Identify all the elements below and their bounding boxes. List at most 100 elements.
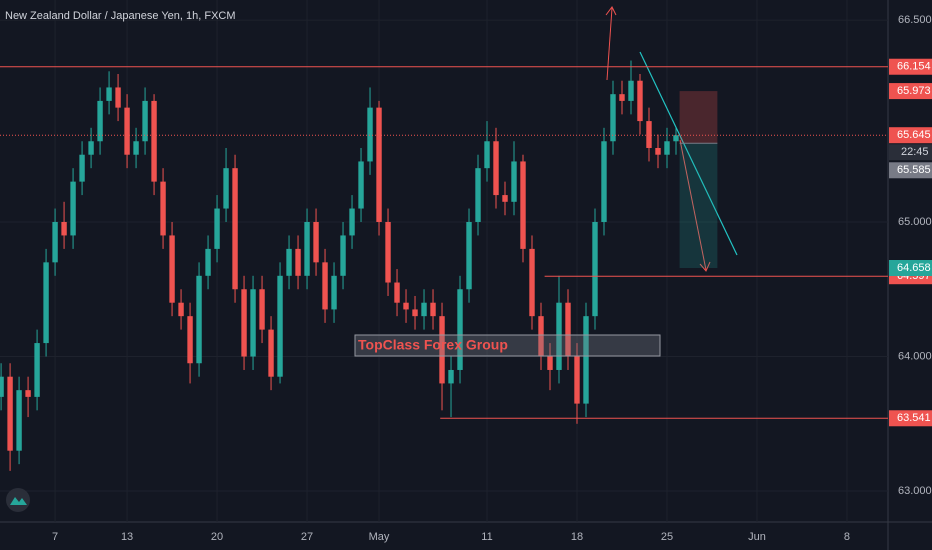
y-tick-label: 65.000 [898, 216, 932, 228]
candle-body [205, 248, 211, 276]
candle-body [628, 80, 634, 101]
annotation-box [354, 334, 661, 357]
candle-body [466, 221, 472, 290]
candle-body [196, 275, 202, 364]
candle-body [493, 141, 499, 196]
target-label: 64.658 [897, 262, 931, 274]
candle-body [169, 235, 175, 303]
candle-body [7, 376, 13, 451]
level-label-box [889, 127, 932, 144]
candle-body [529, 248, 535, 317]
candle-body [115, 87, 121, 108]
stop-label: 65.973 [897, 85, 931, 97]
candle-body [349, 208, 355, 236]
stop-zone [679, 91, 718, 144]
candle-body [286, 248, 292, 276]
candle-body [43, 262, 49, 344]
candle-body [322, 262, 328, 310]
arrow-down [679, 139, 707, 271]
candle-body [340, 235, 346, 276]
candle-body [259, 289, 265, 330]
candle-body [511, 161, 517, 202]
chart-title: New Zealand Dollar / Japanese Yen, 1h, F… [5, 10, 236, 22]
candle-body [70, 181, 76, 236]
annotation: TopClass Forex Group [358, 337, 508, 353]
candle-body [610, 94, 616, 142]
candle-body [583, 316, 589, 404]
candle-body [556, 302, 562, 370]
candle-body [484, 141, 490, 169]
arrow-down-head [699, 261, 711, 272]
y-tick-label: 64.000 [898, 350, 932, 362]
level-label-box [889, 410, 932, 427]
logo-icon [10, 497, 27, 505]
candle-body [457, 289, 463, 370]
level-label: 66.154 [897, 61, 931, 73]
x-tick-label: 13 [121, 531, 133, 543]
candle-body [646, 121, 652, 148]
candle-body [475, 168, 481, 222]
candle-body [16, 390, 22, 451]
candle-body [385, 221, 391, 283]
axis: 63.000 64.000 65.000 66.500 7 13 20 27 May 11 18 25… [52, 14, 932, 543]
candle-body [304, 221, 310, 276]
candle-body [268, 329, 274, 377]
entry-label-box [889, 162, 932, 179]
x-tick-label: 18 [571, 531, 583, 543]
countdown-box [889, 144, 932, 161]
countdown: 22:45 [901, 146, 929, 158]
candle-body [439, 316, 445, 384]
candle-body [592, 221, 598, 317]
candle-body [250, 289, 256, 357]
candle-body [664, 141, 670, 155]
candle-body [187, 316, 193, 364]
candle-body [367, 107, 373, 162]
arrow-up [606, 7, 613, 81]
candle-body [547, 356, 553, 370]
candle-body [160, 181, 166, 236]
candle-body [637, 80, 643, 122]
candle-body [178, 302, 184, 317]
candle-body [241, 289, 247, 357]
candle-body [34, 343, 40, 397]
candle-body [574, 356, 580, 404]
level-label: 63.541 [897, 412, 931, 424]
x-tick-label: 20 [211, 531, 223, 543]
candle-body [295, 248, 301, 276]
x-tick-label: May [369, 531, 390, 543]
candle-body [421, 302, 427, 317]
x-tick-label: 11 [481, 531, 492, 543]
candle-body [412, 309, 418, 317]
candle-body [520, 161, 526, 249]
candle-body [97, 100, 103, 142]
logo [6, 488, 30, 512]
overlay: TopClass Forex Group [0, 6, 888, 419]
candles [0, 60, 679, 471]
target-zone [679, 143, 718, 268]
candle-body [448, 369, 454, 384]
arrow-up-head [605, 6, 617, 16]
candle-body [655, 147, 661, 155]
x-tick-label: 25 [661, 531, 673, 543]
candle-body [619, 94, 625, 101]
x-tick-label: Jun [748, 531, 766, 543]
logo-circle [6, 488, 30, 512]
candle-body [214, 208, 220, 249]
candle-body [106, 87, 112, 101]
candle-body [133, 141, 139, 155]
candle-body [124, 107, 130, 155]
x-tick-label: 27 [301, 531, 313, 543]
candle-body [502, 195, 508, 202]
candle-body [601, 141, 607, 222]
trend-line [639, 51, 738, 256]
grid [0, 0, 888, 522]
x-tick-label: 7 [52, 531, 58, 543]
target-label-box [889, 259, 932, 276]
candle-body [376, 107, 382, 222]
candle-body [403, 302, 409, 310]
candle-body [430, 302, 436, 317]
candle-body [52, 221, 58, 263]
level-label: 65.645 [897, 129, 931, 141]
